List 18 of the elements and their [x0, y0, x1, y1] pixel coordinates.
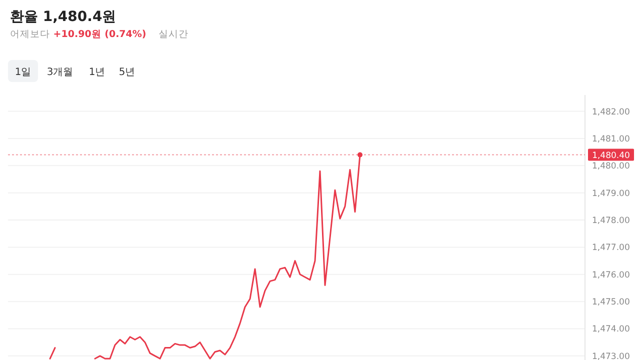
text: 3개월 — [46, 67, 74, 78]
y-tick-label: 1,476.00 — [592, 270, 630, 280]
y-tick-label: 1,479.00 — [592, 188, 630, 199]
y-tick-label: 1,473.00 — [592, 352, 630, 360]
y-tick-label: 1,481.00 — [592, 134, 630, 144]
y-tick-label: 1,478.00 — [592, 216, 630, 226]
y-tick-label: 1,475.00 — [592, 298, 630, 308]
text: 1일 — [14, 67, 32, 78]
text: 실시간 — [158, 29, 188, 40]
text: 5년 — [118, 67, 136, 78]
chart-title: 환율 1,480.4원 — [10, 9, 116, 25]
y-tick-label: 1,474.00 — [592, 324, 630, 335]
y-tick-label: 1,480.00 — [592, 162, 630, 172]
ref-line-label: 1,480.40 — [592, 150, 630, 161]
y-tick-label: 1,482.00 — [592, 107, 630, 118]
y-tick-label: 1,477.00 — [592, 243, 630, 254]
text: 1년 — [88, 67, 106, 78]
chart-subtitle: 어제보다 +10.90원 (0.74%) — [10, 29, 146, 40]
